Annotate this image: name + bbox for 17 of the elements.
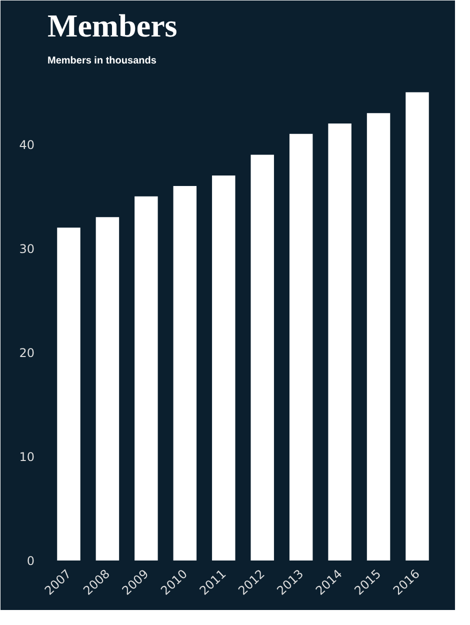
bar [289,134,313,560]
chart-title: Members [48,8,178,44]
y-tick-label: 0 [26,554,35,568]
y-tick-label: 30 [19,242,35,256]
y-tick-label: 10 [19,450,35,464]
y-tick-label: 20 [19,346,35,360]
bar [57,228,80,560]
bar [406,92,429,560]
chart-subtitle: Members in thousands [48,56,157,66]
bar [250,154,274,560]
y-tick-label: 40 [19,138,35,152]
bar [328,124,352,560]
bar [173,186,197,560]
bar [96,217,120,560]
bar [366,113,390,560]
bar [134,196,158,560]
bar [212,176,236,560]
